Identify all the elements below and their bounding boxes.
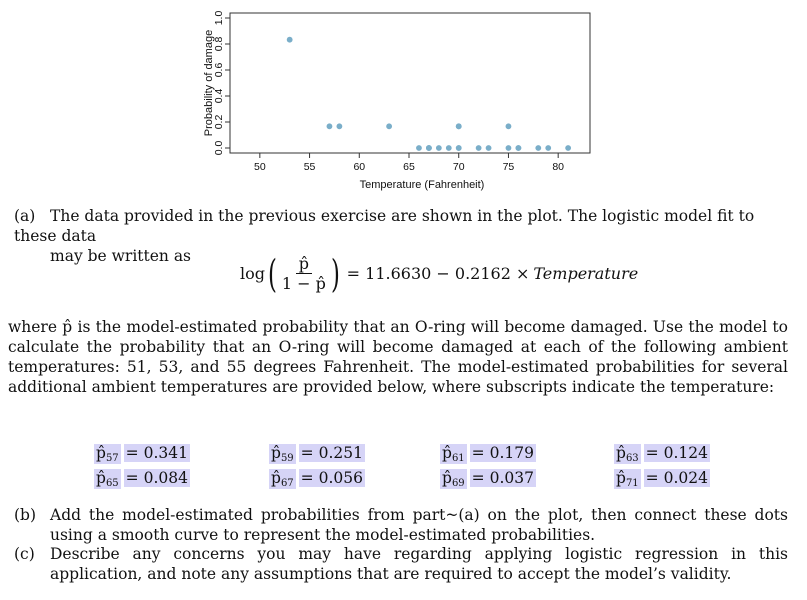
data-point <box>545 145 552 151</box>
part-a-text-line1: The data provided in the previous exerci… <box>14 207 755 245</box>
x-tick-label: 75 <box>503 161 515 173</box>
probability-subscript: 67 <box>280 478 294 489</box>
eq-log: log <box>240 264 265 283</box>
probability-symbol: p̂61 <box>440 444 467 464</box>
probability-symbol: p̂59 <box>269 444 296 464</box>
probability-symbol: p̂63 <box>614 444 641 464</box>
eq-fraction: p̂ 1 − p̂ <box>282 254 326 293</box>
eq-rhs: = 11.6630 − 0.2162 × <box>346 264 530 283</box>
data-point <box>505 145 512 151</box>
y-axis: 0.0 0.2 0.4 0.6 0.8 1.0 <box>213 11 230 156</box>
data-point <box>435 145 442 151</box>
data-point <box>416 145 422 151</box>
probability-entry: p̂65 = 0.084 <box>94 469 190 489</box>
y-axis-label: Probability of damage <box>203 30 215 136</box>
probability-symbol: p̂67 <box>269 469 296 489</box>
data-point <box>535 145 542 151</box>
probability-symbol: p̂69 <box>440 469 467 489</box>
scatter-chart: 0.0 0.2 0.4 0.6 0.8 1.0 50 55 60 65 70 75 80 Temper… <box>203 11 591 191</box>
x-tick-label: 80 <box>552 161 564 173</box>
eq-numerator: p̂ <box>295 254 312 274</box>
data-point <box>455 145 462 151</box>
probability-value: = 0.341 <box>123 444 190 462</box>
probability-subscript: 65 <box>105 478 119 489</box>
part-b: (b) Add the model-estimated probabilitie… <box>14 505 788 545</box>
data-point <box>286 36 293 43</box>
probability-entry: p̂71 = 0.024 <box>614 469 710 489</box>
data-point <box>475 145 482 151</box>
x-tick-label: 50 <box>254 161 266 173</box>
probability-entry: p̂61 = 0.179 <box>440 444 536 464</box>
x-tick-label: 70 <box>453 161 465 173</box>
x-tick-label: 65 <box>403 161 415 173</box>
data-point <box>455 123 462 130</box>
y-tick-label: 0.0 <box>213 141 225 156</box>
probability-entry: p̂67 = 0.056 <box>269 469 365 489</box>
probability-subscript: 61 <box>451 453 465 464</box>
x-axis-label: Temperature (Fahrenheit) <box>360 179 485 191</box>
probability-value: = 0.251 <box>298 444 365 462</box>
eq-denominator: 1 − p̂ <box>281 274 326 293</box>
description-paragraph: where p̂ is the model-estimated probabil… <box>8 318 788 396</box>
part-b-text: Add the model-estimated probabilities fr… <box>50 506 788 544</box>
probability-value: = 0.037 <box>469 469 536 487</box>
part-a-label: (a) <box>14 207 36 225</box>
y-tick-label: 0.4 <box>213 89 225 104</box>
probability-entry: p̂59 = 0.251 <box>269 444 365 464</box>
logistic-equation: log ( p̂ 1 − p̂ ) = 11.6630 − 0.2162 × T… <box>240 254 638 293</box>
y-tick-label: 0.6 <box>213 63 225 78</box>
data-point <box>326 123 333 130</box>
part-c-text: Describe any concerns you may have regar… <box>50 545 788 583</box>
probability-subscript: 59 <box>280 453 294 464</box>
x-tick-label: 60 <box>353 161 365 173</box>
data-point <box>515 145 522 151</box>
probability-value: = 0.056 <box>298 469 365 487</box>
probability-subscript: 71 <box>625 478 639 489</box>
eq-right-paren: ) <box>330 251 340 296</box>
probability-entry: p̂69 = 0.037 <box>440 469 536 489</box>
probability-value: = 0.024 <box>643 469 710 487</box>
probability-entry: p̂63 = 0.124 <box>614 444 710 464</box>
eq-left-paren: ( <box>267 251 277 296</box>
plot-frame <box>229 12 591 154</box>
y-tick-label: 0.8 <box>213 37 225 52</box>
data-point <box>425 145 432 151</box>
part-c: (c) Describe any concerns you may have r… <box>14 544 788 584</box>
probability-subscript: 63 <box>625 453 639 464</box>
probability-symbol: p̂65 <box>94 469 121 489</box>
x-axis: 50 55 60 65 70 75 80 <box>254 153 564 173</box>
probability-symbol: p̂71 <box>614 469 641 489</box>
probability-value: = 0.084 <box>123 469 190 487</box>
part-a: (a) The data provided in the previous exe… <box>14 206 788 266</box>
data-point <box>565 145 572 151</box>
y-tick-label: 1.0 <box>213 11 225 26</box>
x-tick-label: 55 <box>304 161 316 173</box>
data-point <box>485 145 492 151</box>
data-points <box>286 36 572 151</box>
probability-symbol: p̂57 <box>94 444 121 464</box>
probability-value: = 0.124 <box>643 444 710 462</box>
data-point <box>336 123 343 130</box>
probability-entry: p̂57 = 0.341 <box>94 444 190 464</box>
eq-variable: Temperature <box>533 264 639 283</box>
data-point <box>386 123 393 130</box>
part-b-label: (b) <box>14 506 37 524</box>
probability-subscript: 57 <box>105 453 119 464</box>
data-point <box>445 145 452 151</box>
part-c-label: (c) <box>14 545 35 563</box>
probability-subscript: 69 <box>451 478 465 489</box>
data-point <box>505 123 512 130</box>
part-a-text-line2: may be written as <box>50 247 192 265</box>
probability-value: = 0.179 <box>469 444 536 462</box>
y-tick-label: 0.2 <box>213 115 225 130</box>
